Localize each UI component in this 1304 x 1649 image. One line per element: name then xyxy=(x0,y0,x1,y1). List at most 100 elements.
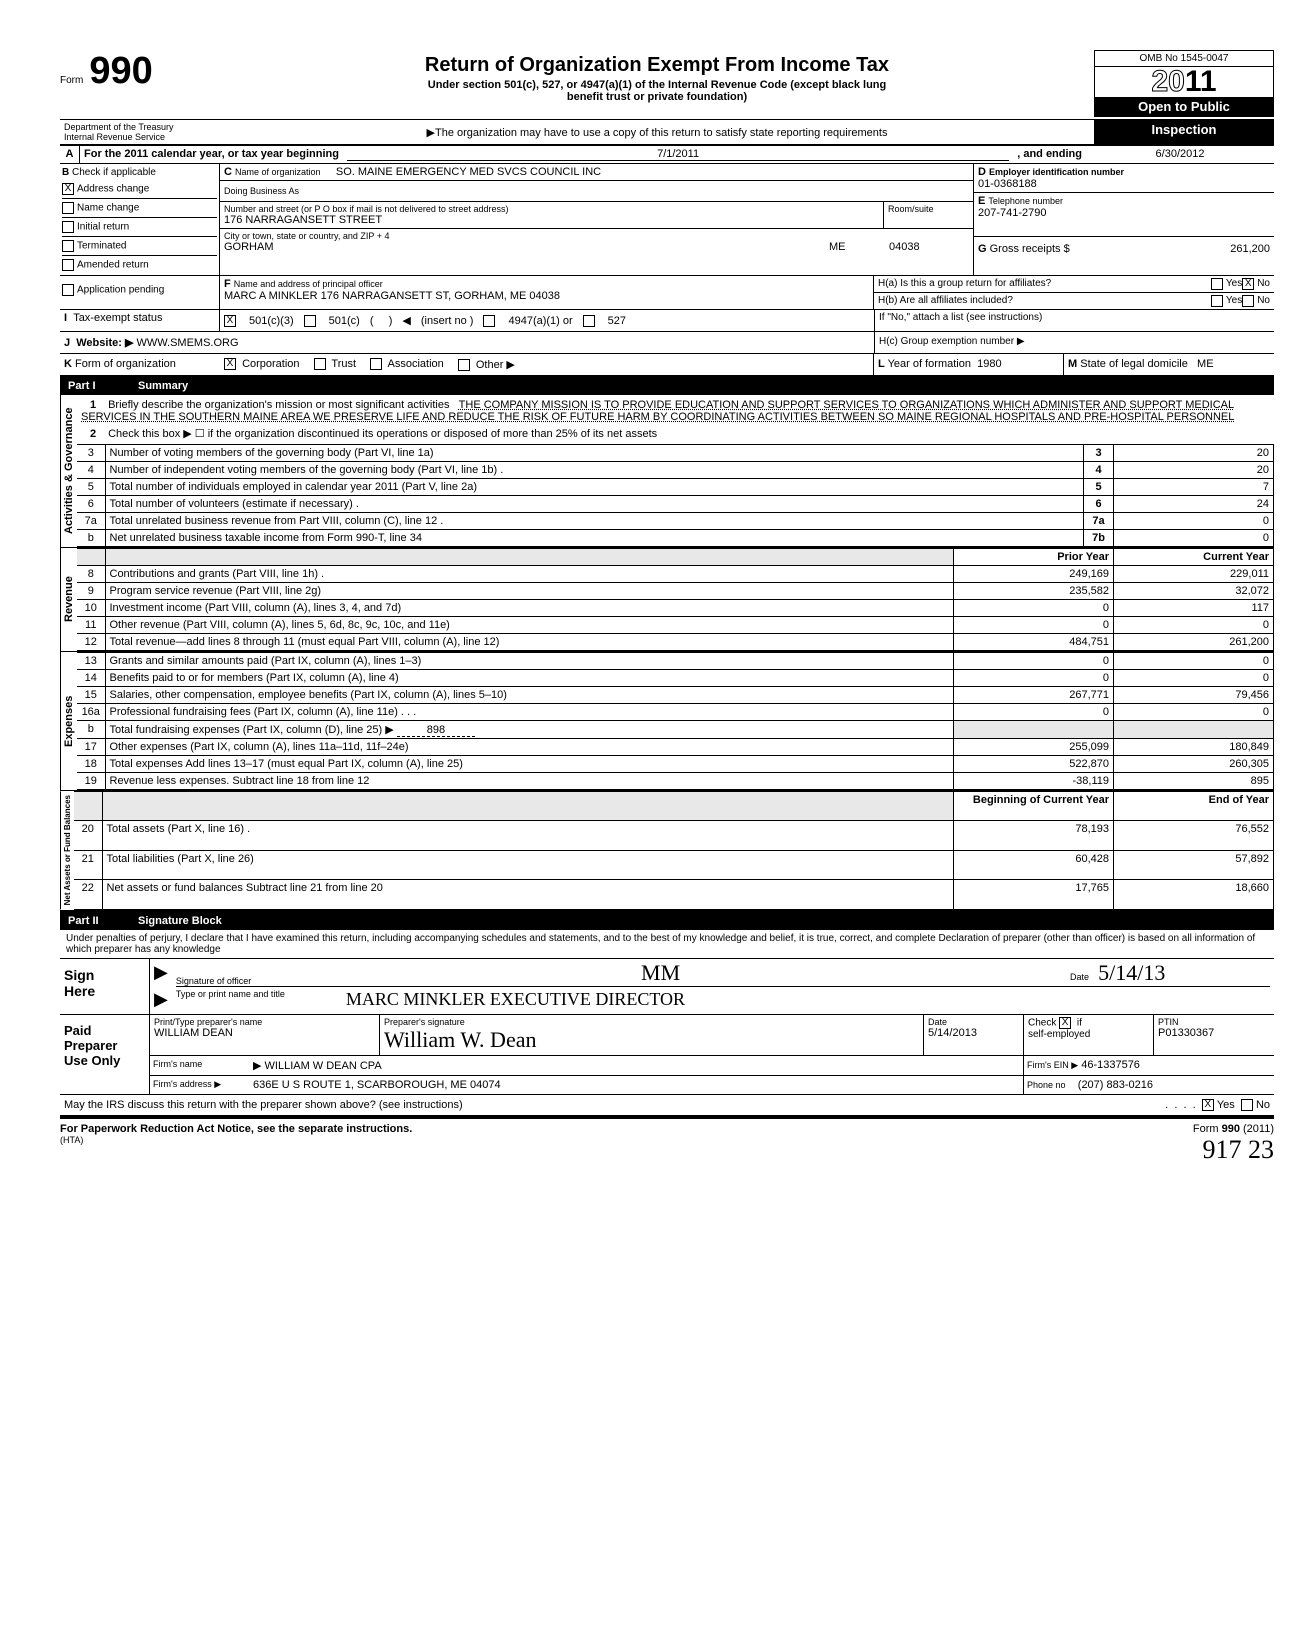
sign-label: Sign xyxy=(64,967,145,983)
preparer-label: Preparer xyxy=(64,1038,145,1053)
arrow-icon: ▶ xyxy=(150,962,172,983)
checkbox[interactable] xyxy=(62,221,74,233)
opt-501c: 501(c) xyxy=(329,315,360,327)
cb-irs-no[interactable] xyxy=(1241,1099,1253,1111)
revenue-table: Prior YearCurrent Year8Contributions and… xyxy=(77,548,1274,651)
cb-irs-yes[interactable]: X xyxy=(1202,1099,1214,1111)
main-title: Return of Organization Exempt From Incom… xyxy=(220,54,1094,77)
netassets-block: Net Assets or Fund Balances Beginning of… xyxy=(60,791,1274,911)
cb-501c3[interactable]: X xyxy=(224,315,236,327)
side-expenses: Expenses xyxy=(60,652,77,790)
here-label: Here xyxy=(64,983,145,999)
omb-box: OMB No 1545-0047 2011 Open to Public xyxy=(1094,50,1274,117)
checkbox-app-pending[interactable] xyxy=(62,284,74,296)
no-label-2: No xyxy=(1257,295,1270,307)
dept-irs: Internal Revenue Service xyxy=(64,132,216,142)
form-ver-year: (2011) xyxy=(1240,1123,1274,1135)
part1-title: Summary xyxy=(138,380,188,392)
ptin-label: PTIN xyxy=(1158,1017,1270,1027)
table-row: bNet unrelated business taxable income f… xyxy=(77,530,1274,547)
website: WWW.SMEMS.ORG xyxy=(136,337,238,349)
dba-label: Doing Business As xyxy=(224,186,299,196)
cb-assoc[interactable] xyxy=(370,358,382,370)
hb-yes[interactable] xyxy=(1211,295,1223,307)
arrows: ▶ ▶ xyxy=(150,959,172,1014)
table-row: 4Number of independent voting members of… xyxy=(77,462,1274,479)
deg-column: D Employer identification number 01-0368… xyxy=(974,164,1274,275)
dept-row: Department of the Treasury Internal Reve… xyxy=(60,119,1274,146)
form-header: Form 990 Return of Organization Exempt F… xyxy=(60,50,1274,117)
cb-501c[interactable] xyxy=(304,315,316,327)
prep-date: 5/14/2013 xyxy=(928,1027,1019,1039)
paid-preparer-row: Paid Preparer Use Only Print/Type prepar… xyxy=(60,1015,1274,1095)
tax-year: 2011 xyxy=(1095,67,1273,97)
letter-g: G xyxy=(978,243,987,255)
state: ME xyxy=(829,241,889,253)
hand-numbers: 917 23 xyxy=(1193,1135,1274,1165)
letter-c: C xyxy=(224,166,232,178)
line2: 2 Check this box ▶ ☐ if the organization… xyxy=(77,423,1274,444)
hta: (HTA) xyxy=(60,1135,412,1145)
perjury: Under penalties of perjury, I declare th… xyxy=(60,930,1274,959)
ein: 01-0368188 xyxy=(978,178,1270,190)
form-version: Form 990 (2011) xyxy=(1193,1123,1274,1135)
check-item: Amended return xyxy=(62,256,217,274)
letter-i: I xyxy=(64,312,67,324)
table-row: 15Salaries, other compensation, employee… xyxy=(77,687,1274,704)
letter-m: M xyxy=(1068,358,1077,370)
self-emp: self-employed xyxy=(1028,1029,1090,1040)
part1-header: Part I Summary xyxy=(60,377,1274,395)
opt-527: 527 xyxy=(608,315,626,327)
prep-name: WILLIAM DEAN xyxy=(154,1027,375,1039)
check-label: Terminated xyxy=(77,241,126,252)
firm-addr-label: Firm's address ▶ xyxy=(150,1076,250,1094)
revenue-block: Revenue Prior YearCurrent Year8Contribut… xyxy=(60,548,1274,652)
check-item: Name change xyxy=(62,199,217,218)
checkbox[interactable] xyxy=(62,240,74,252)
line1-text: Briefly describe the organization's miss… xyxy=(108,399,449,411)
cb-4947[interactable] xyxy=(483,315,495,327)
type-label: Type or print name and title xyxy=(176,989,346,1010)
prep-sig: William W. Dean xyxy=(384,1027,919,1053)
cb-corp[interactable]: X xyxy=(224,358,236,370)
letter-k: K xyxy=(64,358,72,370)
if-label: if xyxy=(1077,1017,1082,1028)
side-revenue: Revenue xyxy=(60,548,77,651)
opt-trust: Trust xyxy=(331,358,356,370)
hb-no[interactable] xyxy=(1242,295,1254,307)
h-a-label: H(a) Is this a group return for affiliat… xyxy=(878,278,1211,290)
hb-note: If "No," attach a list (see instructions… xyxy=(874,310,1274,331)
room-label: Room/suite xyxy=(883,202,973,228)
firm-name-label: Firm's name xyxy=(150,1056,250,1075)
checkbox[interactable]: X xyxy=(62,183,74,195)
check-item: XAddress change xyxy=(62,180,217,199)
title-block: Return of Organization Exempt From Incom… xyxy=(220,50,1094,103)
cb-other[interactable] xyxy=(458,359,470,371)
table-header: Beginning of Current YearEnd of Year xyxy=(74,792,1274,821)
paid-label: Paid xyxy=(64,1023,145,1038)
year-form-label: Year of formation xyxy=(888,358,971,370)
check-label: Name change xyxy=(77,203,139,214)
table-row: 5Total number of individuals employed in… xyxy=(77,479,1274,496)
officer-label: Name and address of principal officer xyxy=(234,279,383,289)
year-begin: 7/1/2011 xyxy=(347,148,1009,161)
h-b-label: H(b) Are all affiliates included? xyxy=(878,295,1211,307)
cb-trust[interactable] xyxy=(314,358,326,370)
section-klm: K Form of organization X Corporation Tru… xyxy=(60,354,1274,377)
ein-label: Employer identification number xyxy=(989,167,1124,177)
irs-question: May the IRS discuss this return with the… xyxy=(64,1099,1165,1111)
ha-no[interactable]: X xyxy=(1242,278,1254,290)
checkbox[interactable] xyxy=(62,202,74,214)
type-value: MARC MINKLER EXECUTIVE DIRECTOR xyxy=(346,989,685,1010)
checkbox[interactable] xyxy=(62,259,74,271)
ptin: P01330367 xyxy=(1158,1027,1270,1039)
open-to-public: Open to Public xyxy=(1095,97,1273,116)
entity-block: B Check if applicable XAddress changeNam… xyxy=(60,164,1274,276)
check-label: Initial return xyxy=(77,222,129,233)
useonly-label: Use Only xyxy=(64,1053,145,1068)
part2-title: Signature Block xyxy=(138,915,222,927)
ha-yes[interactable] xyxy=(1211,278,1223,290)
cb-self-emp[interactable]: X xyxy=(1059,1017,1071,1029)
cb-527[interactable] xyxy=(583,315,595,327)
form-org-label: Form of organization xyxy=(75,358,176,370)
